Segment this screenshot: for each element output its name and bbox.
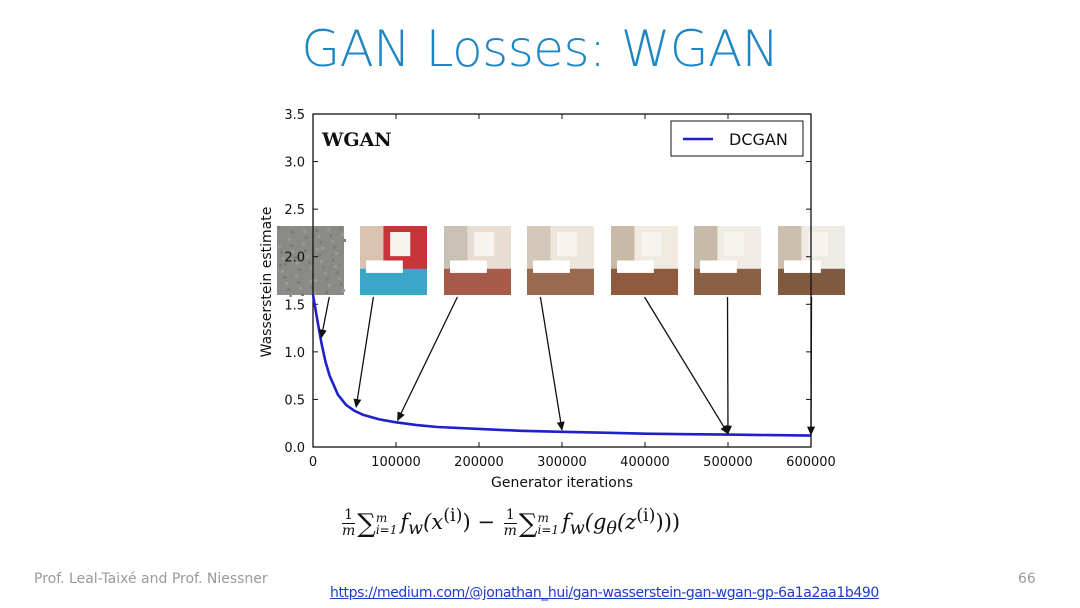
function-f-2: f xyxy=(562,510,570,534)
x-axis-label: Generator iterations xyxy=(491,475,633,491)
sum-upper: m xyxy=(375,510,388,525)
thumbnail-layer xyxy=(277,226,845,297)
subscript-w-2: w xyxy=(569,519,585,540)
x-tick-label: 500000 xyxy=(703,455,753,470)
sum-upper-2: m xyxy=(537,510,549,525)
thumbnail-arrow xyxy=(353,296,375,409)
chart-title: WGAN xyxy=(321,129,392,151)
sum-symbol-2: ∑ xyxy=(518,509,538,539)
subscript-theta: θ xyxy=(606,519,617,540)
superscript-i: (i) xyxy=(443,506,463,526)
x-tick-label: 400000 xyxy=(620,455,670,470)
tick-layer: 0 100000 200000 300000 400000 500000 600000 0.0… xyxy=(284,108,836,470)
function-f: f xyxy=(400,510,409,534)
thumbnail-arrow xyxy=(807,296,816,436)
legend: DCGAN xyxy=(670,120,804,157)
x-tick-label: 300000 xyxy=(537,455,587,470)
legend-box xyxy=(670,120,804,157)
fraction-2: 1 m xyxy=(504,508,517,539)
y-tick-label: 3.5 xyxy=(284,108,305,123)
fraction-numerator: 1 xyxy=(342,507,356,524)
sample-thumbnail xyxy=(360,226,427,295)
thumbnail-arrow xyxy=(723,296,732,435)
source-link[interactable]: https://medium.com/@jonathan_hui/gan-was… xyxy=(330,585,879,601)
superscript-i-2: (i) xyxy=(636,506,656,526)
sample-thumbnail xyxy=(277,226,346,297)
fraction-2-denominator: m xyxy=(503,523,517,539)
y-tick-label: 2.0 xyxy=(284,251,305,266)
x-tick-label: 0 xyxy=(309,455,317,470)
thumbnail-arrow xyxy=(539,296,565,431)
thumbnail-arrow xyxy=(318,296,330,339)
y-tick-label: 1.5 xyxy=(284,298,305,313)
z-term: (z xyxy=(616,510,637,534)
y-axis-label: Wasserstein estimate xyxy=(259,207,275,358)
page-number: 66 xyxy=(1018,571,1036,587)
series-line-dcgan xyxy=(311,294,812,437)
sum-symbol: ∑ xyxy=(357,509,376,539)
close-parens: ))) xyxy=(655,510,681,534)
x-tick-label: 200000 xyxy=(454,455,504,470)
slide-title: GAN Losses: WGAN xyxy=(301,20,779,78)
fraction-2-numerator: 1 xyxy=(503,507,517,524)
sample-thumbnail xyxy=(527,226,594,295)
x-term: (x xyxy=(423,510,444,534)
arrow-layer xyxy=(318,296,816,436)
thumbnail-arrow xyxy=(643,296,729,435)
y-tick-label: 2.5 xyxy=(284,203,305,218)
fraction: 1 m xyxy=(342,508,355,539)
sum-limits-2: m i=1 xyxy=(537,512,559,536)
y-tick-label: 3.0 xyxy=(284,156,305,171)
y-tick-label: 1.0 xyxy=(284,346,305,361)
legend-label: DCGAN xyxy=(729,130,788,149)
sample-thumbnail xyxy=(694,226,761,295)
y-tick-label: 0.5 xyxy=(284,393,305,408)
x-tick-label: 600000 xyxy=(786,455,836,470)
loss-formula: 1 m ∑ m i=1 fw(x(i)) − 1 m ∑ m i=1 fw(gθ(z(i))… xyxy=(340,506,810,539)
close-paren: ) xyxy=(462,510,471,534)
sample-thumbnail xyxy=(611,226,678,295)
sum-limits: m i=1 xyxy=(376,512,398,536)
fraction-denominator: m xyxy=(342,523,356,539)
author-footer: Prof. Leal-Taixé and Prof. Niessner xyxy=(34,571,268,587)
g-term: (g xyxy=(584,510,607,534)
sum-lower: i=1 xyxy=(375,522,398,537)
subscript-w: w xyxy=(408,519,424,540)
sum-lower-2: i=1 xyxy=(537,522,560,537)
y-tick-label: 0.0 xyxy=(284,441,305,456)
thumbnail-arrow xyxy=(397,296,458,422)
minus-sign: − xyxy=(477,510,495,534)
x-tick-label: 100000 xyxy=(371,455,421,470)
sample-thumbnail xyxy=(444,226,511,295)
